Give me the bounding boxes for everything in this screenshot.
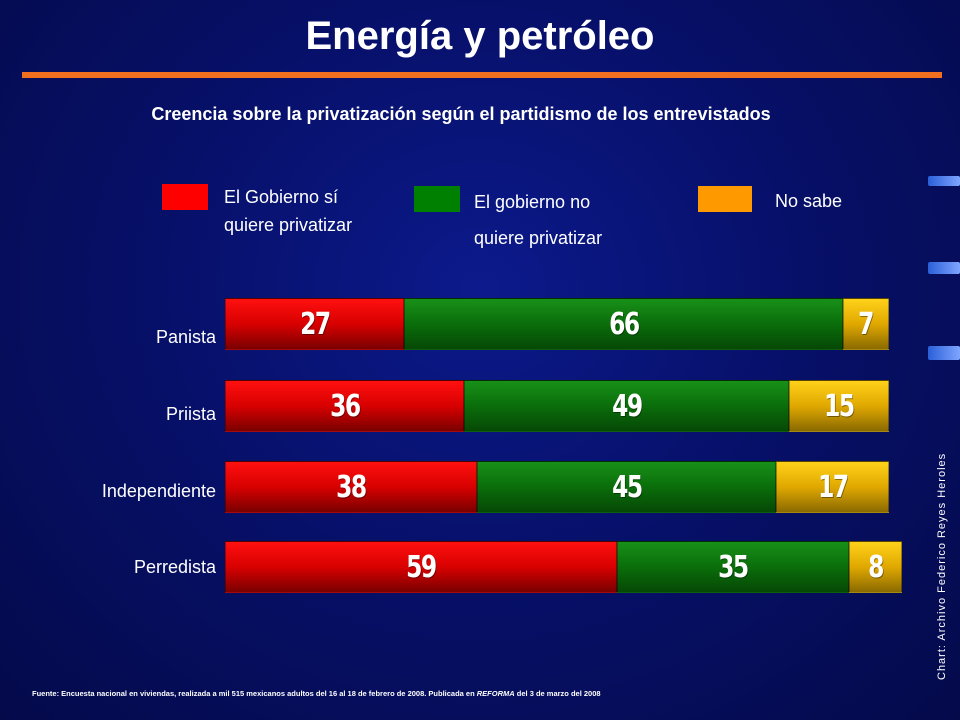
legend-swatch-no <box>414 186 460 212</box>
category-label-perredista: Perredista <box>133 557 216 577</box>
data-label: 66 <box>608 306 640 342</box>
category-label-panista: Panista <box>155 327 216 347</box>
segment-no-independiente: 45 <box>477 461 777 513</box>
segment-nosabe-panista: 7 <box>842 298 889 350</box>
legend-label-si-line2: quiere privatizar <box>224 214 353 235</box>
chart-subtitle: Creencia sobre la privatización según el… <box>151 104 771 124</box>
source-date: del 3 de marzo del 2008 <box>514 689 601 698</box>
data-label: 36 <box>329 388 361 424</box>
legend-label-nosabe: No sabe <box>775 188 842 216</box>
segment-si-priista: 36 <box>225 380 465 432</box>
category-label-priista: Priista <box>165 404 216 424</box>
source-text: Fuente: Encuesta nacional en viviendas, … <box>32 689 477 698</box>
decor-stripe <box>928 176 960 186</box>
decor-stripe <box>928 262 960 274</box>
legend-label-si: El Gobierno sí quiere privatizar <box>224 184 352 240</box>
decor-stripe <box>928 346 960 360</box>
data-label: 45 <box>611 469 643 505</box>
data-label: 59 <box>406 549 437 585</box>
segment-nosabe-priista: 15 <box>789 380 889 432</box>
page-title: Energía y petróleo <box>305 14 655 58</box>
data-label: 8 <box>868 549 884 585</box>
data-label: 35 <box>718 549 749 585</box>
segment-si-independiente: 38 <box>225 461 478 513</box>
legend-swatch-si <box>162 184 208 210</box>
segment-nosabe-perredista: 8 <box>849 541 903 593</box>
data-label: 27 <box>299 306 331 342</box>
segment-nosabe-independiente: 17 <box>776 461 889 513</box>
legend-swatch-nosabe <box>698 186 752 212</box>
category-label-independiente: Independiente <box>101 481 216 501</box>
source-note: Fuente: Encuesta nacional en viviendas, … <box>32 689 932 698</box>
chart-credit: Chart: Archivo Federico Reyes Heroles <box>936 452 948 680</box>
segment-no-panista: 66 <box>404 298 843 350</box>
segment-si-perredista: 59 <box>225 541 617 593</box>
data-label: 49 <box>611 388 643 424</box>
data-label: 7 <box>858 306 874 342</box>
source-publication: REFORMA <box>476 689 515 698</box>
segment-si-panista: 27 <box>225 298 405 350</box>
data-label: 38 <box>336 469 367 505</box>
legend-label-nosabe-line1: No sabe <box>775 191 843 211</box>
segment-no-perredista: 35 <box>616 541 850 593</box>
legend-label-no-line1: El gobierno no <box>474 192 591 212</box>
segment-no-priista: 49 <box>464 380 790 432</box>
legend-label-no-line2: quiere privatizar <box>474 228 603 248</box>
legend-label-si-line1: El Gobierno sí <box>224 187 339 207</box>
title-divider <box>22 72 942 78</box>
data-label: 15 <box>824 388 855 424</box>
legend-label-no: El gobierno no quiere privatizar <box>474 184 602 256</box>
data-label: 17 <box>817 469 849 505</box>
